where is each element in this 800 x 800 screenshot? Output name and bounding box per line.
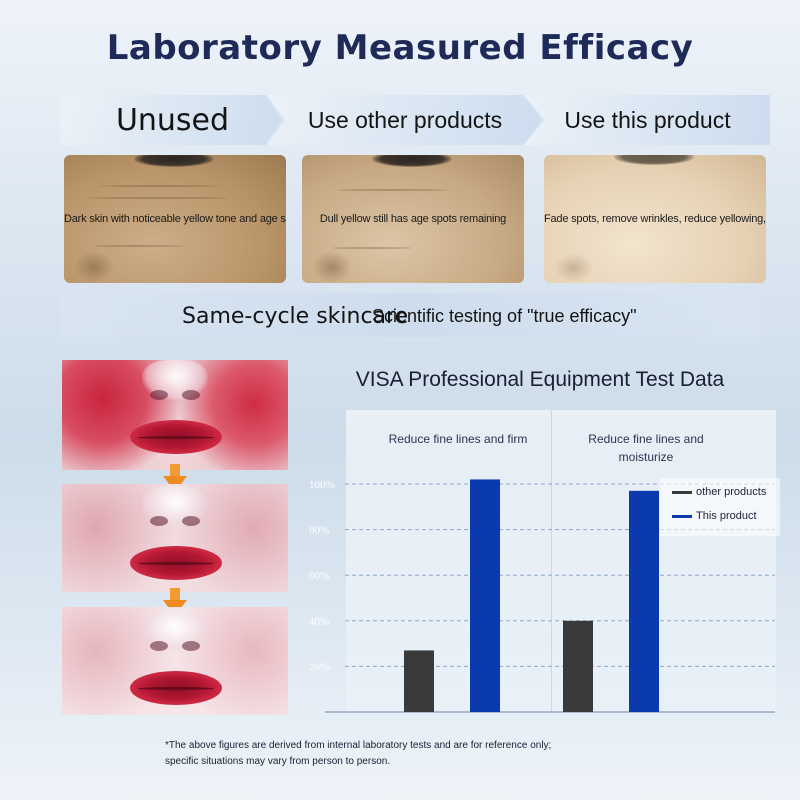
photo-unused: Dark skin with noticeable yellow tone an… — [64, 155, 286, 283]
page-title: Laboratory Measured Efficacy — [106, 28, 694, 68]
legend-label: other products — [696, 486, 767, 498]
legend-label: This product — [696, 510, 757, 522]
eye-shadow — [614, 155, 694, 165]
nostril — [182, 641, 200, 651]
eye-shadow — [372, 155, 452, 167]
photo-this-product: Fade spots, remove wrinkles, reduce yell… — [544, 155, 766, 283]
wrinkle-line — [337, 189, 447, 191]
wrinkle-line — [94, 245, 184, 247]
step-unused: Unused — [60, 95, 285, 145]
eye-shadow — [134, 155, 214, 167]
wrinkle-line — [99, 185, 219, 187]
y-tick-label: 40% — [309, 616, 329, 628]
bar-this-product — [629, 490, 659, 712]
legend-item-other: other products — [672, 486, 766, 498]
cycle-label: Same-cycle skincare — [182, 304, 409, 329]
nose-shadow — [312, 251, 352, 283]
nostril — [150, 516, 168, 526]
nostril — [150, 390, 168, 400]
nostril — [150, 641, 168, 651]
nose-shadow — [554, 253, 594, 283]
face-scan-before — [62, 360, 288, 470]
bar-other-products — [404, 650, 434, 712]
photo-caption: Dull yellow still has age spots remainin… — [319, 213, 507, 225]
photo-caption: Fade spots, remove wrinkles, reduce yell… — [544, 213, 766, 225]
lip-line — [138, 436, 214, 439]
y-tick-label: 20% — [309, 661, 329, 673]
wrinkle-line — [89, 197, 229, 199]
legend-swatch — [672, 514, 692, 518]
legend-item-this: This product — [672, 510, 757, 522]
cycle-band — [60, 293, 760, 337]
chart-title: VISA Professional Equipment Test Data — [355, 368, 725, 391]
face-scan-after — [62, 607, 288, 715]
y-tick-label: 80% — [309, 525, 329, 537]
comparison-steps: Unused Use other products Use this produ… — [60, 95, 770, 145]
wrinkle-line — [332, 247, 412, 249]
step-other-products: Use other products — [265, 95, 545, 145]
cycle-subtitle: Scientific testing of "true efficacy" — [372, 306, 637, 326]
bar-other-products — [563, 620, 593, 712]
disclaimer-footnote: *The above figures are derived from inte… — [165, 740, 552, 767]
category-label: Reduce fine lines and firm — [388, 432, 528, 446]
chart-legend: other products This product — [660, 478, 780, 536]
step-this-product: Use this product — [525, 95, 770, 145]
face-scan-middle — [62, 484, 288, 592]
lip-line — [138, 562, 214, 565]
photo-other-products: Dull yellow still has age spots remainin… — [302, 155, 524, 283]
y-tick-label: 100% — [309, 479, 335, 491]
category-divider — [551, 410, 552, 712]
legend-swatch — [672, 490, 692, 494]
nose-shadow — [74, 251, 114, 283]
nostril — [182, 390, 200, 400]
lip-line — [138, 687, 214, 690]
category-label: Reduce fine lines and moisturize — [588, 432, 704, 464]
skin-texture — [544, 155, 766, 283]
nostril — [182, 516, 200, 526]
bar-this-product — [470, 479, 500, 712]
photo-caption: Dark skin with noticeable yellow tone an… — [64, 213, 286, 225]
y-tick-label: 60% — [309, 570, 329, 582]
